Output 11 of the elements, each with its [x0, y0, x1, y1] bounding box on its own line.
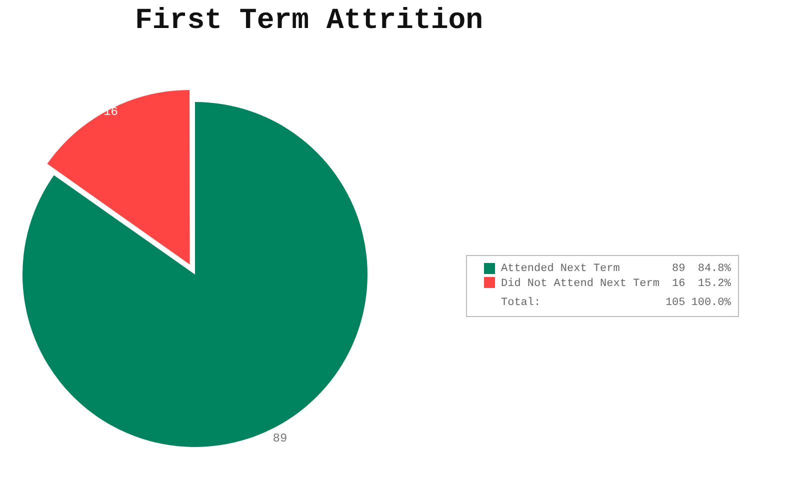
- text: 105: [664, 296, 686, 310]
- chart-title: First Term Attrition: [135, 4, 484, 37]
- text: 16: [671, 276, 686, 291]
- text: Total:: [500, 296, 542, 310]
- data-label: 89: [272, 431, 288, 446]
- text: 89: [671, 262, 686, 276]
- legend-label: Did Not Attend Next Term: [500, 276, 660, 291]
- legend-label: Attended Next Term: [500, 262, 621, 276]
- text: 15.2%: [696, 276, 732, 291]
- text: 100.0%: [690, 296, 732, 310]
- text: 84.8%: [696, 262, 732, 276]
